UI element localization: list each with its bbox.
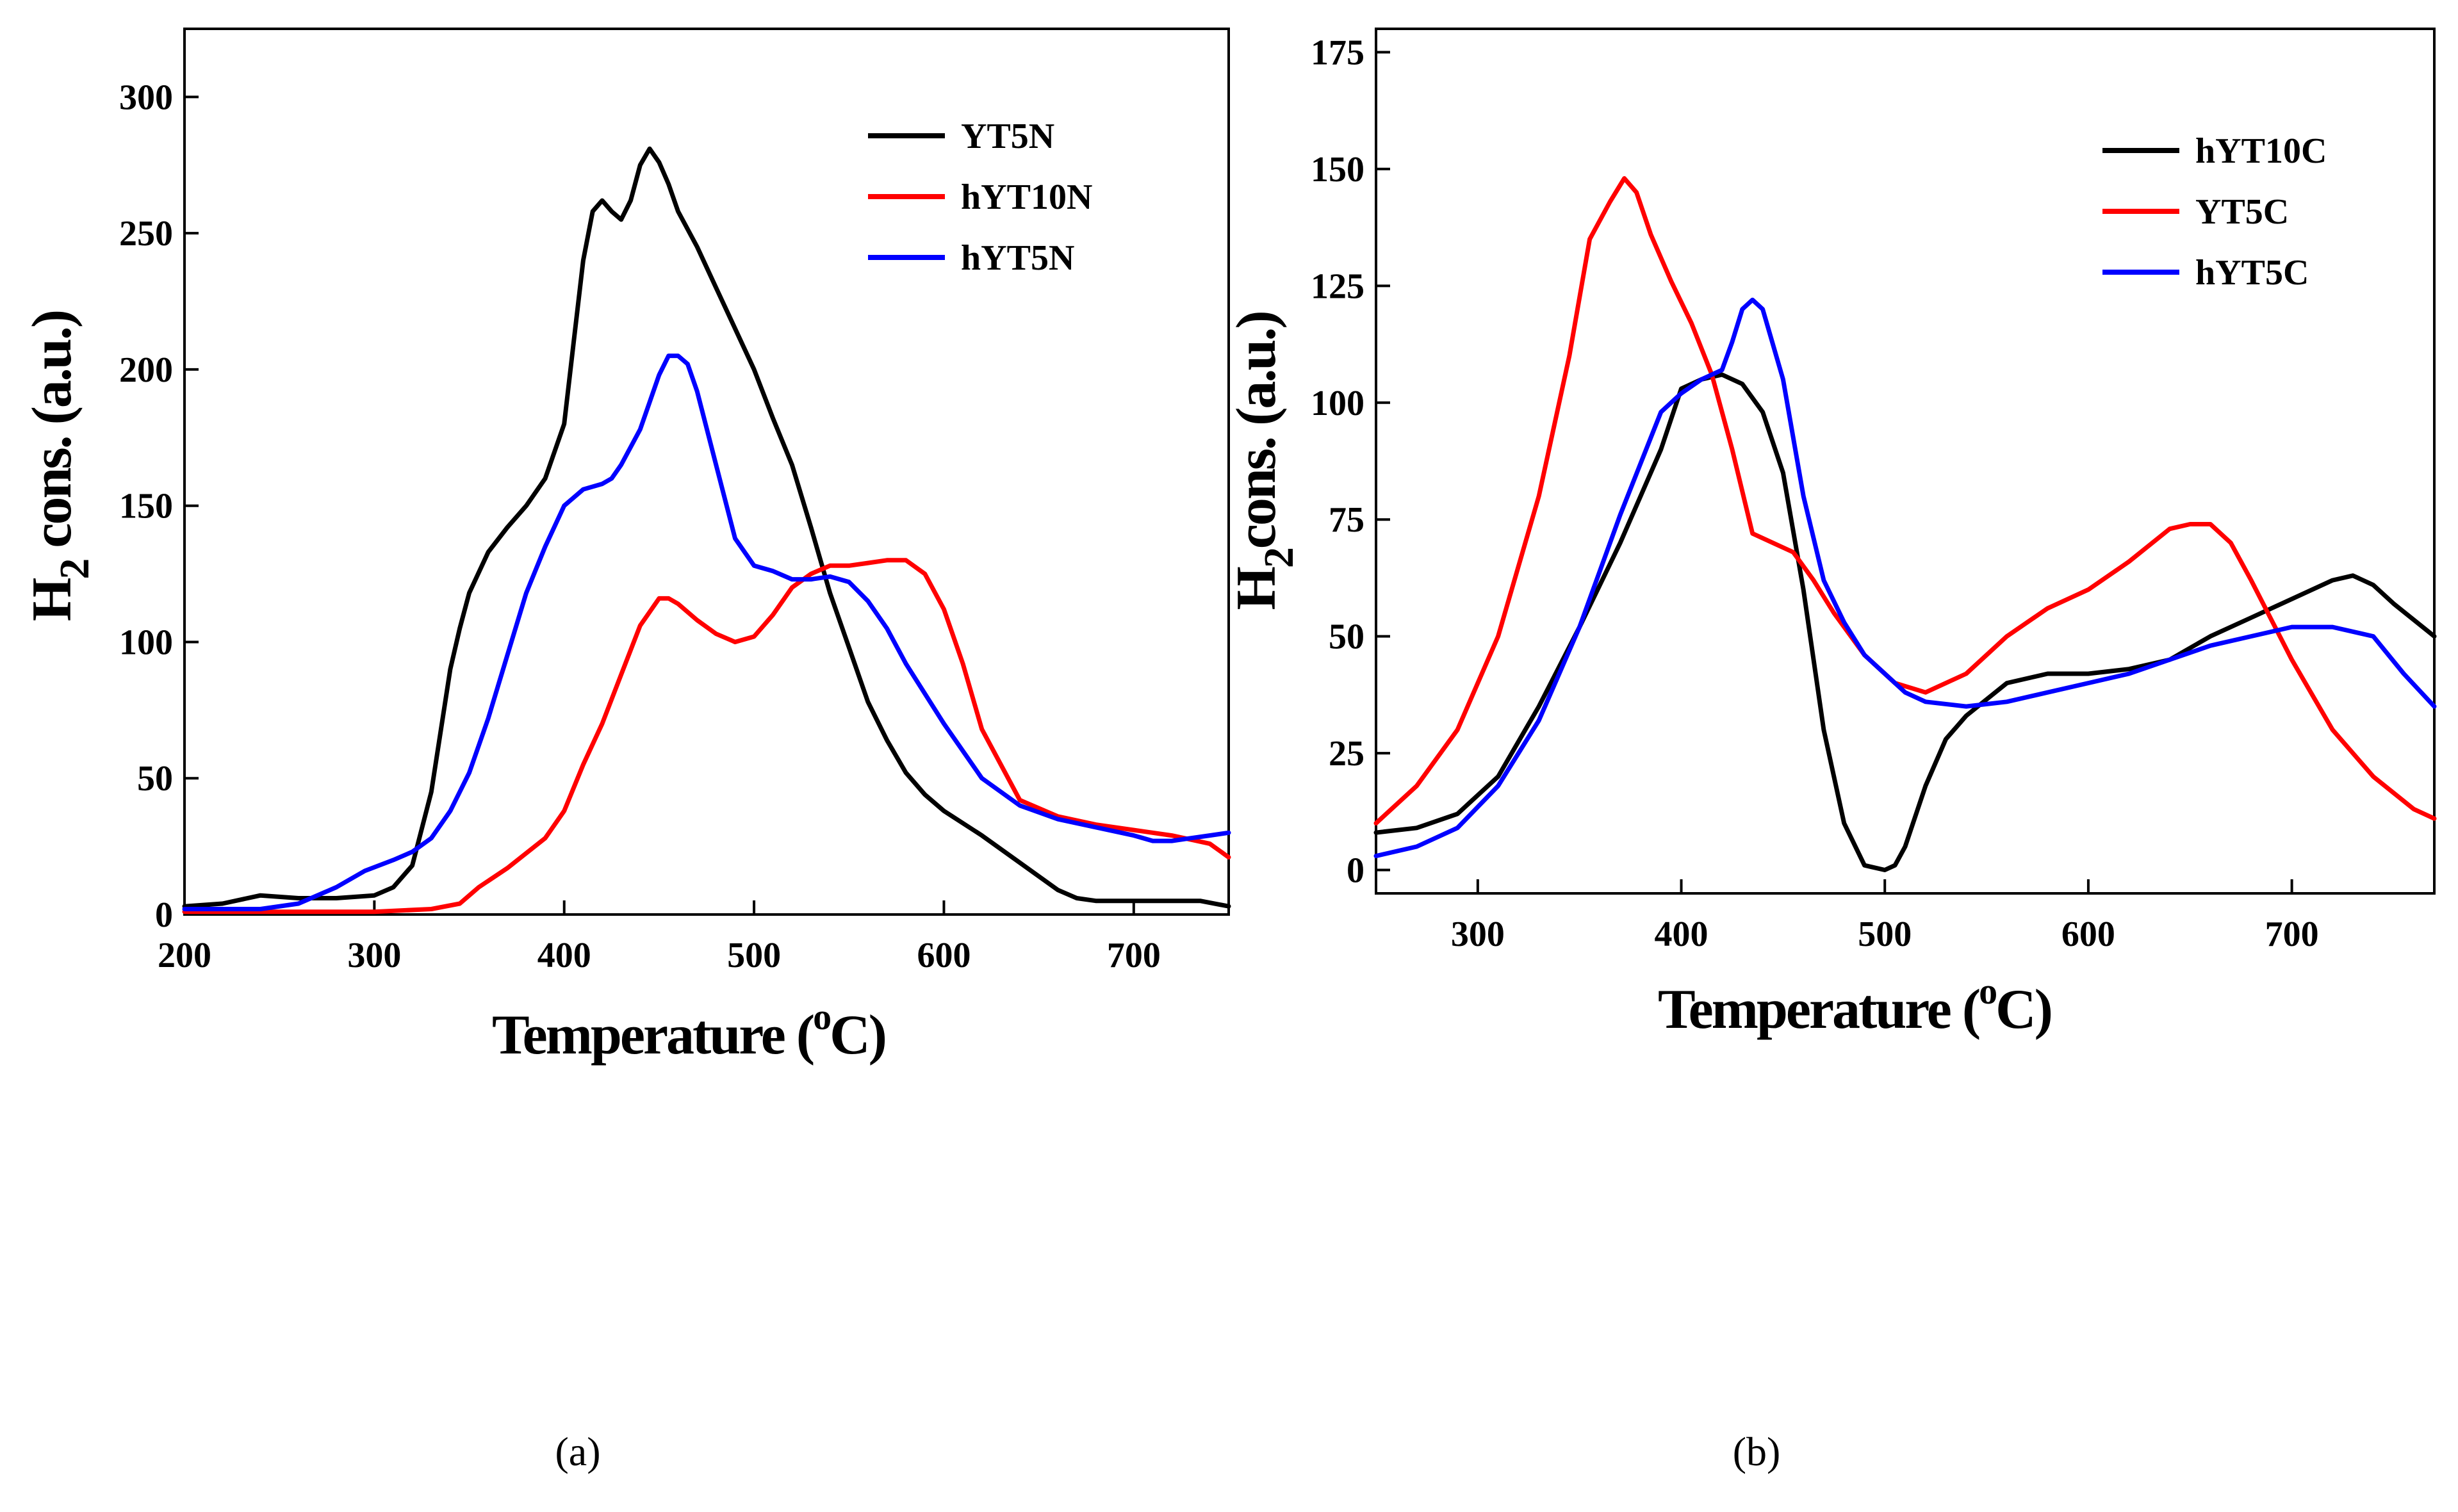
plot-frame-a [183, 28, 1230, 916]
y-tick-label: 250 [119, 214, 173, 254]
y-axis-title-tail: cons. (a.u.) [21, 311, 83, 560]
x-tick-label: 300 [1451, 915, 1505, 954]
x-axis-title-tail: C) [1995, 979, 2051, 1041]
series-line-YT5C [1373, 176, 2437, 825]
y-tick-label: 175 [1311, 33, 1364, 72]
caption-a: (a) [555, 1429, 600, 1474]
chart-b: 300 400 500 600 700 0 25 50 75 100 125 150 175 hYT10C… [1225, 28, 2437, 1041]
series-line-hYT5N [182, 354, 1231, 911]
series-line-YT5N [182, 146, 1231, 909]
x-axis-title-sup: o [1979, 970, 1996, 1012]
x-axis-title-main: Temperature ( [1658, 979, 1979, 1041]
y-axis-title-sub: 2 [51, 560, 98, 580]
y-axis-title: H2cons. (a.u.) [1225, 312, 1302, 610]
legend-label-hYT10C: hYT10C [2195, 131, 2327, 171]
x-tick-label: 600 [917, 936, 971, 975]
x-axis-title-tail: C) [830, 1004, 885, 1066]
y-tick-label: 75 [1329, 500, 1364, 540]
y-tick-label: 125 [1311, 266, 1364, 306]
x-tick-label: 400 [537, 936, 591, 975]
y-tick-label: 0 [155, 895, 173, 935]
y-tick-label: 100 [119, 622, 173, 662]
legend-label-YT5C: YT5C [2195, 192, 2289, 232]
plot-frame-b [1375, 28, 2436, 895]
y-tick-label: 200 [119, 350, 173, 390]
series-line-hYT5C [1373, 297, 2437, 859]
chart-a: 200 300 400 500 600 700 0 50 100 150 200 250 300 YT5N… [21, 28, 1231, 1066]
x-tick-label: 700 [1107, 936, 1161, 975]
y-axis-title-main: H [1225, 567, 1288, 610]
y-tick-label: 100 [1311, 384, 1364, 423]
y-tick-label: 150 [1311, 150, 1364, 190]
x-tick-label: 400 [1655, 915, 1708, 954]
caption-b: (b) [1733, 1429, 1781, 1474]
y-tick-label: 300 [119, 77, 173, 117]
y-tick-label: 150 [119, 487, 173, 526]
x-tick-label: 300 [347, 936, 401, 975]
series-line-hYT10N [182, 558, 1231, 915]
x-tick-label: 700 [2265, 915, 2319, 954]
y-axis-title-sub: 2 [1256, 548, 1302, 568]
x-tick-label: 500 [727, 936, 781, 975]
legend-label-hYT10N: hYT10N [961, 177, 1092, 217]
x-tick-label: 200 [158, 936, 211, 975]
x-axis-title: Temperature (oC) [492, 996, 885, 1066]
y-axis-title-main: H [21, 578, 83, 621]
y-tick-label: 25 [1329, 734, 1364, 774]
y-tick-label: 50 [137, 759, 173, 799]
legend-label-YT5N: YT5N [961, 117, 1054, 156]
x-axis-title: Temperature (oC) [1658, 970, 2051, 1041]
series-line-hYT10C [1373, 372, 2437, 872]
legend-label-hYT5C: hYT5C [2195, 253, 2309, 293]
x-axis-title-sup: o [813, 996, 830, 1037]
y-axis-title: H2 cons. (a.u.) [21, 311, 98, 621]
legend-label-hYT5N: hYT5N [961, 238, 1074, 278]
x-tick-label: 500 [1858, 915, 1912, 954]
y-tick-label: 0 [1347, 851, 1364, 891]
y-axis-title-tail: cons. (a.u.) [1225, 312, 1288, 549]
x-axis-title-main: Temperature ( [492, 1004, 814, 1066]
y-tick-label: 50 [1329, 617, 1364, 657]
x-tick-label: 600 [2061, 915, 2115, 954]
